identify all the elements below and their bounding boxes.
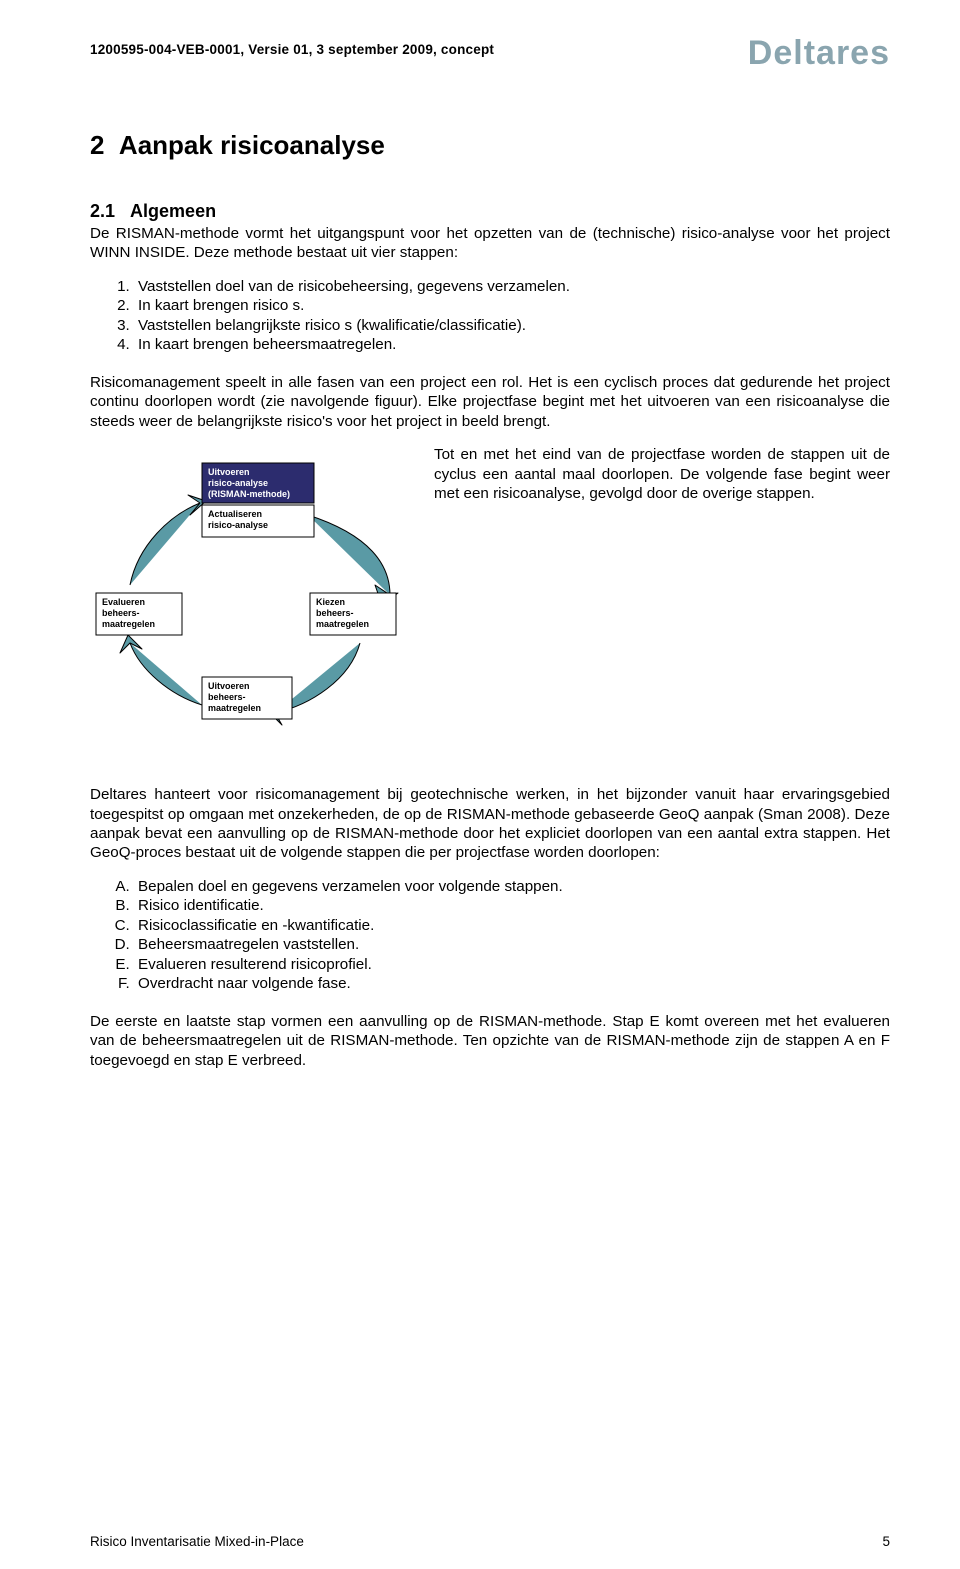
diagram-node-label: beheers-: [208, 692, 246, 702]
section-title: 2 Aanpak risicoanalyse: [90, 130, 890, 161]
list-item: Vaststellen belangrijkste risico s (kwal…: [134, 316, 890, 335]
body-paragraph: Deltares hanteert voor risicomanagement …: [90, 785, 890, 863]
diagram-node-label: beheers-: [316, 608, 354, 618]
figure-row: Uitvoerenrisico-analyse(RISMAN-methode)A…: [90, 445, 890, 745]
list-item: Bepalen doel en gegevens verzamelen voor…: [134, 877, 890, 896]
figure-caption-text: Tot en met het eind van de projectfase w…: [434, 445, 890, 517]
diagram-node-label: Uitvoeren: [208, 681, 250, 691]
cycle-arrow: [130, 495, 206, 585]
diagram-node-label: Actualiseren: [208, 509, 262, 519]
page-footer: Risico Inventarisatie Mixed-in-Place 5: [90, 1534, 890, 1549]
section-number: 2: [90, 130, 104, 160]
section-heading-text: Aanpak risicoanalyse: [119, 130, 385, 160]
diagram-node-label: maatregelen: [208, 703, 261, 713]
diagram-node-label: (RISMAN-methode): [208, 489, 290, 499]
list-item: Overdracht naar volgende fase.: [134, 974, 890, 993]
diagram-node-label: Kiezen: [316, 597, 345, 607]
diagram-node-label: beheers-: [102, 608, 140, 618]
list-item: Evalueren resulterend risicoprofiel.: [134, 955, 890, 974]
list-item: In kaart brengen beheersmaatregelen.: [134, 335, 890, 354]
footer-page-number: 5: [882, 1534, 890, 1549]
diagram-node-label: risico-analyse: [208, 478, 268, 488]
subsection-title: 2.1 Algemeen: [90, 201, 890, 222]
diagram-node-label: Uitvoeren: [208, 467, 250, 477]
alpha-steps-list: Bepalen doel en gegevens verzamelen voor…: [90, 877, 890, 994]
cycle-arrow: [120, 635, 202, 705]
cycle-arrow: [308, 515, 398, 605]
numbered-steps-list: Vaststellen doel van de risicobeheersing…: [90, 277, 890, 355]
closing-paragraph: De eerste en laatste stap vormen een aan…: [90, 1012, 890, 1070]
list-item: Beheersmaatregelen vaststellen.: [134, 935, 890, 954]
list-item: Risico identificatie.: [134, 896, 890, 915]
diagram-node-actual: Actualiserenrisico-analyse: [202, 505, 314, 537]
subsection-number: 2.1: [90, 201, 115, 221]
diagram-node-uit_beheer: Uitvoerenbeheers-maatregelen: [202, 677, 292, 719]
diagram-node-label: risico-analyse: [208, 520, 268, 530]
diagram-node-label: Evalueren: [102, 597, 145, 607]
diagram-node-kiezen: Kiezenbeheers-maatregelen: [310, 593, 396, 635]
diagram-node-uit_risico: Uitvoerenrisico-analyse(RISMAN-methode): [202, 463, 314, 503]
subsection-heading-text: Algemeen: [130, 201, 216, 221]
deltares-logo: Deltares: [748, 36, 890, 70]
diagram-container: Uitvoerenrisico-analyse(RISMAN-methode)A…: [90, 445, 410, 745]
body-paragraph: Risicomanagement speelt in alle fasen va…: [90, 373, 890, 431]
page: 1200595-004-VEB-0001, Versie 01, 3 septe…: [0, 0, 960, 1569]
list-item: In kaart brengen risico s.: [134, 296, 890, 315]
page-header: 1200595-004-VEB-0001, Versie 01, 3 septe…: [90, 36, 890, 70]
footer-doc-title: Risico Inventarisatie Mixed-in-Place: [90, 1534, 304, 1549]
diagram-node-evalueren: Evaluerenbeheers-maatregelen: [96, 593, 182, 635]
risman-cycle-diagram: Uitvoerenrisico-analyse(RISMAN-methode)A…: [90, 445, 410, 745]
intro-paragraph: De RISMAN-methode vormt het uitgangspunt…: [90, 224, 890, 263]
list-item: Risicoclassificatie en -kwantificatie.: [134, 916, 890, 935]
figure-side-paragraph: Tot en met het eind van de projectfase w…: [434, 445, 890, 503]
document-id: 1200595-004-VEB-0001, Versie 01, 3 septe…: [90, 36, 494, 57]
list-item: Vaststellen doel van de risicobeheersing…: [134, 277, 890, 296]
diagram-node-label: maatregelen: [316, 619, 369, 629]
diagram-node-label: maatregelen: [102, 619, 155, 629]
